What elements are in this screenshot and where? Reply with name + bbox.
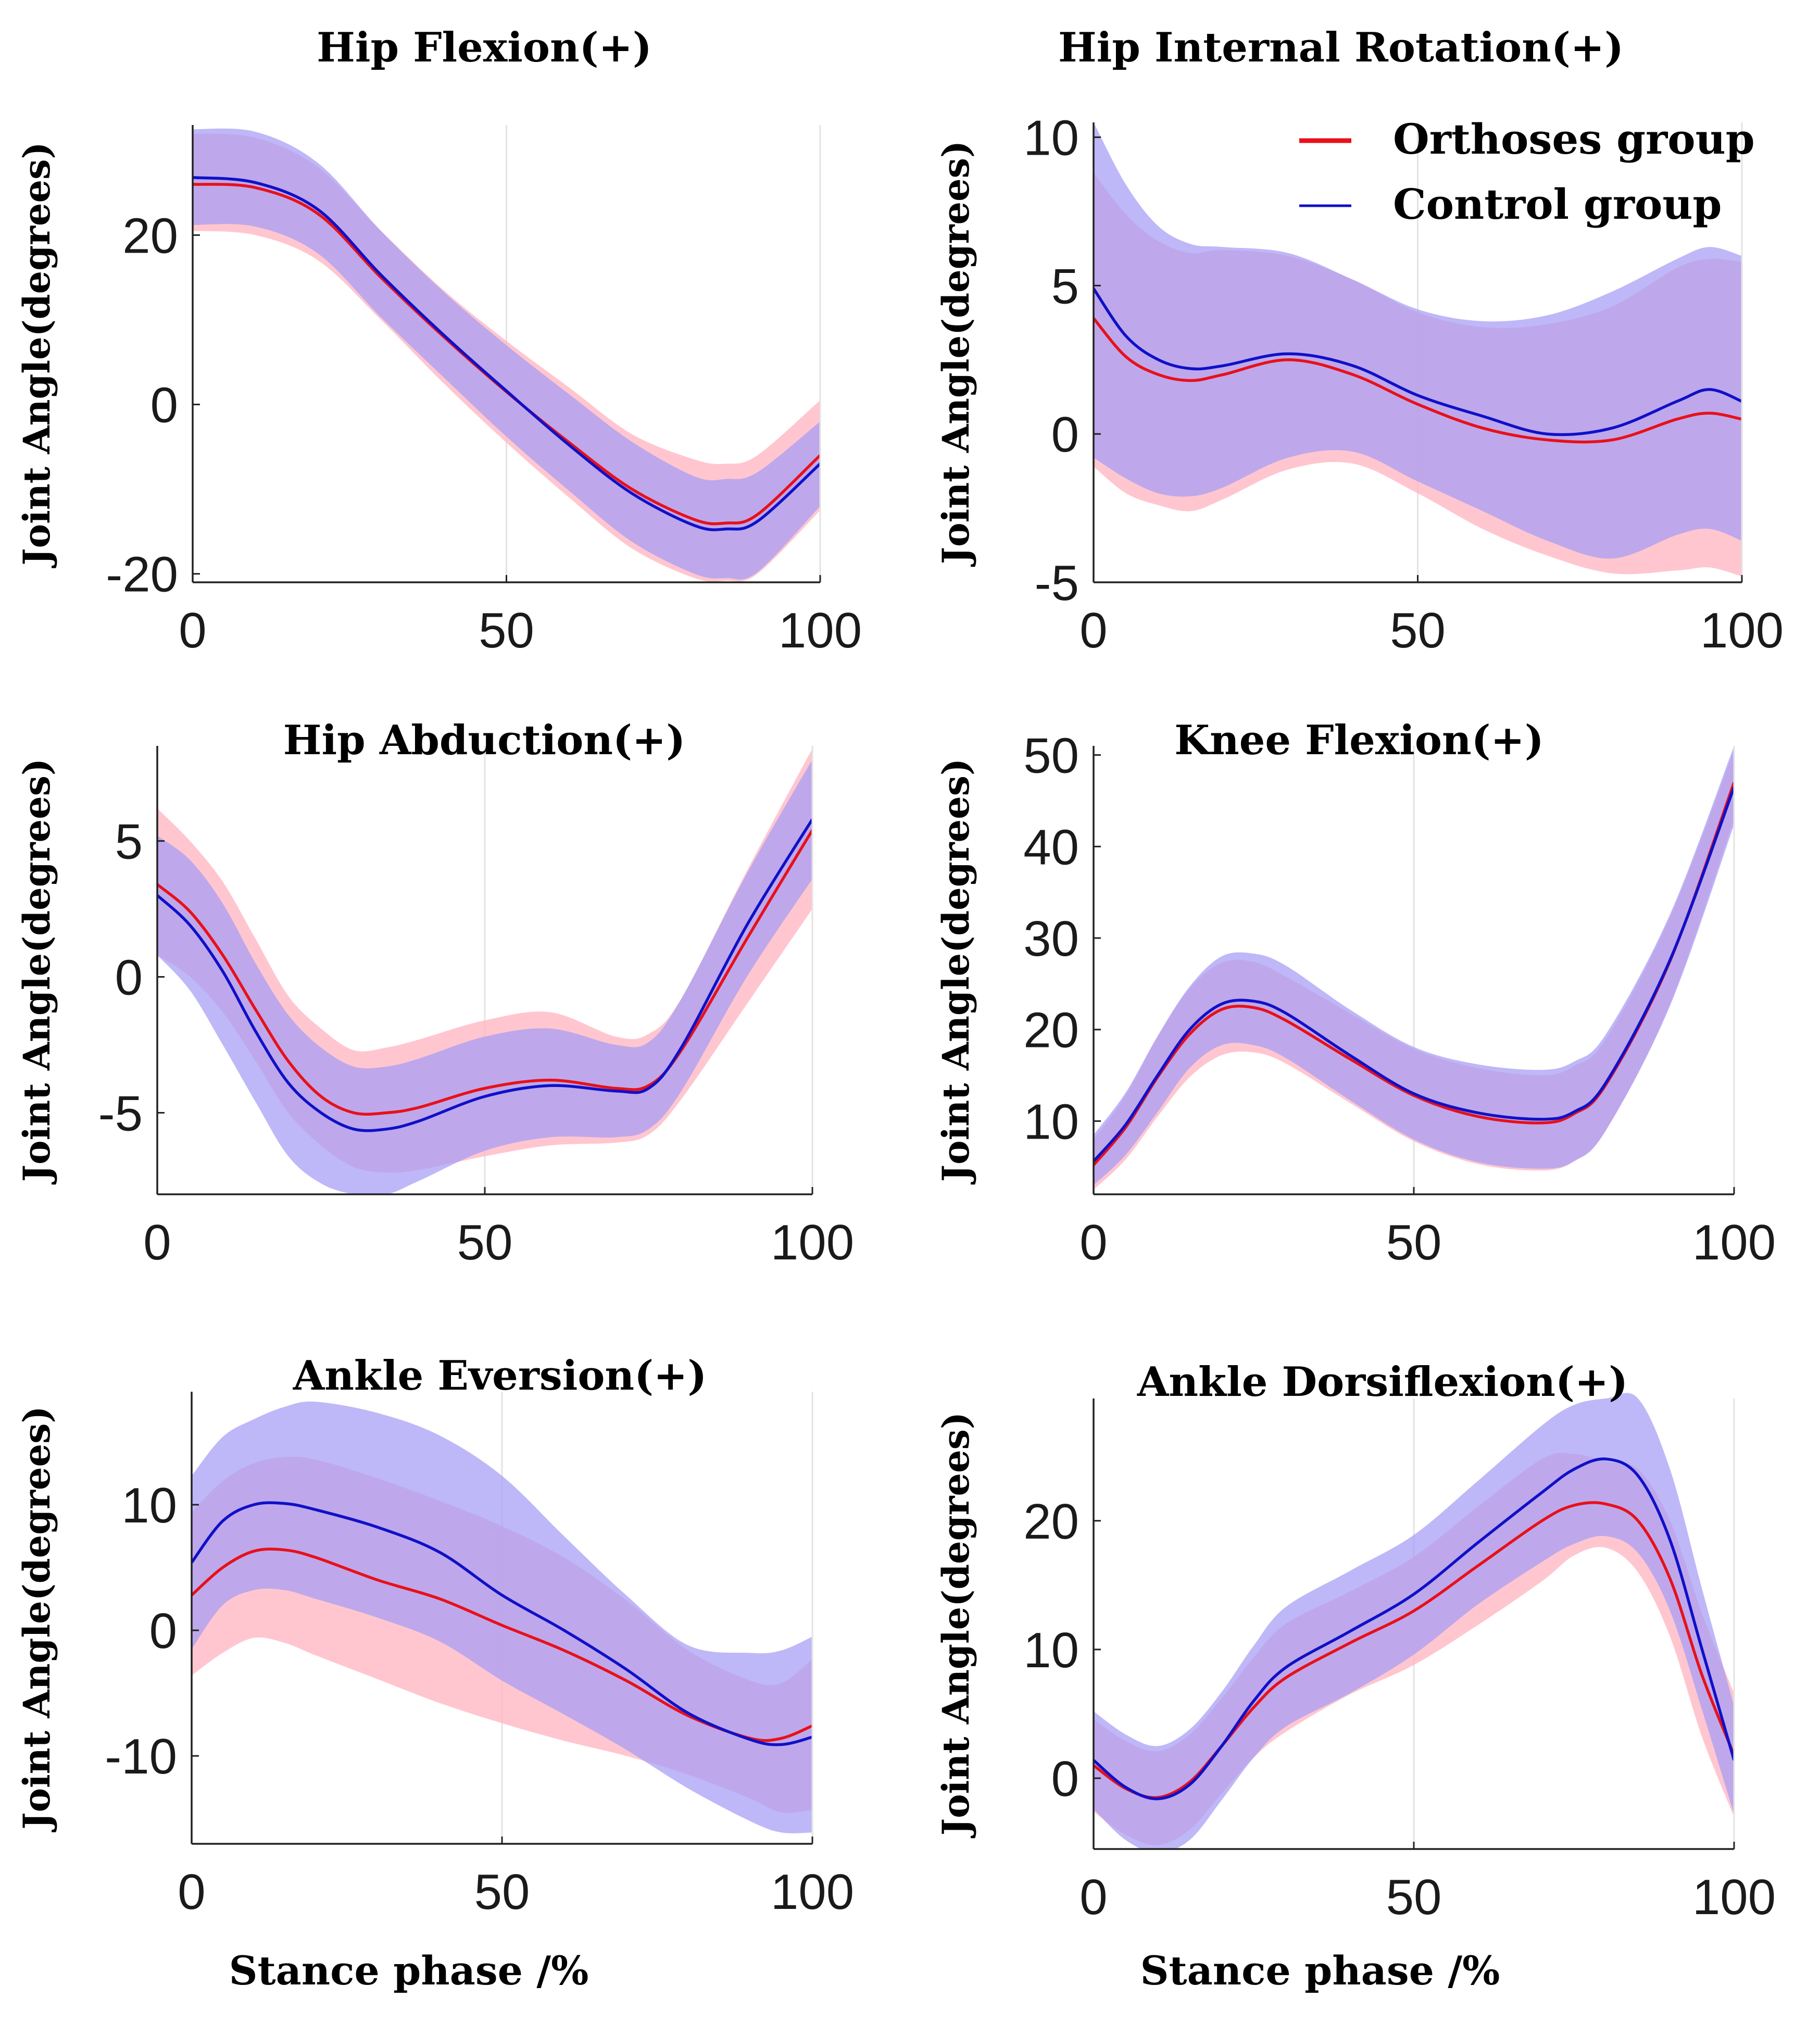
y-tick-label: 50 (1023, 728, 1079, 784)
y-tick-label: 10 (1023, 1094, 1079, 1150)
y-tick-label: 20 (1023, 1494, 1079, 1550)
x-tick-label: 100 (771, 1864, 854, 1920)
panel-title: Ankle Eversion(+) (293, 1352, 707, 1400)
panel-title: Knee Flexion(+) (1174, 717, 1544, 764)
legend-label: Control group (1393, 180, 1722, 229)
x-tick-label: 50 (1386, 1869, 1442, 1925)
panel-5: 0 50 100 0 10 20 Ankle Dorsiflexion(+) Joint An… (934, 1358, 1776, 1994)
x-axis-label: Stance phase /% (1140, 1947, 1500, 1994)
y-tick-label: 5 (115, 814, 143, 870)
x-tick-label: 50 (479, 603, 534, 658)
bands (193, 128, 820, 582)
x-tick-label: 0 (1080, 1869, 1107, 1925)
legend: Orthoses group Control group (1299, 115, 1755, 229)
bands (192, 1401, 812, 1833)
y-axis-label: Joint Angle(degrees) (934, 141, 977, 567)
x-tick-label: 50 (457, 1215, 513, 1270)
band-control-group (192, 1401, 812, 1833)
panel-4: 0 50 100 -10 0 10 Ankle Eversion(+) Joint Angle… (15, 1352, 854, 1994)
bands (157, 748, 812, 1194)
y-axis-label: Joint Angle(degrees) (934, 758, 977, 1185)
panel-title: Ankle Dorsiflexion(+) (1137, 1358, 1628, 1406)
x-axis-label: Stance phase /% (229, 1947, 589, 1994)
line-control-group (157, 818, 812, 1132)
panel-title: Hip Internal Rotation(+) (1058, 24, 1624, 71)
y-tick-label: -5 (98, 1085, 143, 1141)
y-tick-label: -5 (1035, 555, 1079, 611)
y-tick-label: 40 (1023, 819, 1079, 875)
bands (1094, 746, 1734, 1190)
line-orthoses-group (1094, 1501, 1734, 1800)
x-tick-label: 0 (1080, 603, 1107, 658)
y-axis-label: Joint Angle(degrees) (15, 142, 58, 568)
legend-label: Orthoses group (1393, 115, 1755, 164)
line-control-group (1094, 1457, 1734, 1801)
x-tick-label: 50 (1390, 603, 1446, 658)
y-axis-label: Joint Angle(degrees) (934, 1412, 977, 1839)
y-tick-label: 5 (1051, 258, 1079, 314)
bands (1094, 1393, 1734, 1849)
x-tick-label: 100 (1700, 603, 1784, 658)
y-tick-label: 0 (1051, 1751, 1079, 1807)
x-tick-label: 0 (179, 603, 206, 658)
x-tick-label: 50 (474, 1864, 530, 1920)
band-control-group (1094, 746, 1734, 1185)
y-tick-label: 10 (121, 1478, 177, 1533)
x-tick-label: 100 (1692, 1869, 1776, 1925)
y-tick-label: 10 (1023, 110, 1079, 166)
line-control-group (193, 176, 820, 531)
y-tick-label: 0 (150, 378, 178, 433)
y-tick-label: 10 (1023, 1622, 1079, 1678)
x-tick-label: 0 (143, 1215, 171, 1270)
y-axis-label: Joint Angle(degrees) (15, 1406, 58, 1832)
line-control-group (1094, 288, 1742, 436)
x-tick-label: 100 (771, 1215, 854, 1270)
x-tick-label: 50 (1386, 1215, 1442, 1270)
line-orthoses-group (157, 829, 812, 1116)
panel-title: Hip Flexion(+) (317, 24, 652, 71)
panel-2: 0 50 100 -5 0 5 Hip Abduction(+) Joint Angle(de… (15, 717, 854, 1270)
y-tick-label: 20 (1023, 1003, 1079, 1058)
band-control-group (1094, 122, 1742, 559)
y-tick-label: 0 (1051, 407, 1079, 463)
panel-title: Hip Abduction(+) (283, 717, 685, 764)
x-tick-label: 0 (178, 1864, 205, 1920)
x-tick-label: 0 (1080, 1215, 1107, 1270)
y-tick-label: 0 (115, 950, 143, 1006)
line-orthoses-group (1094, 317, 1742, 444)
y-tick-label: -10 (105, 1729, 177, 1784)
panel-3: 0 50 100 10 20 30 40 50 Knee Flexion(+) Joint Ang… (934, 717, 1776, 1270)
y-tick-label: 20 (122, 208, 178, 264)
bands (1094, 122, 1742, 577)
line-control-group (192, 1501, 812, 1746)
x-tick-label: 100 (1692, 1215, 1776, 1270)
y-tick-label: 0 (149, 1603, 177, 1659)
y-axis-label: Joint Angle(degrees) (15, 758, 58, 1185)
x-tick-label: 100 (779, 603, 862, 658)
y-tick-label: -20 (106, 547, 178, 603)
band-control-group (1094, 1393, 1734, 1849)
y-tick-label: 30 (1023, 911, 1079, 967)
line-control-group (1094, 786, 1734, 1163)
